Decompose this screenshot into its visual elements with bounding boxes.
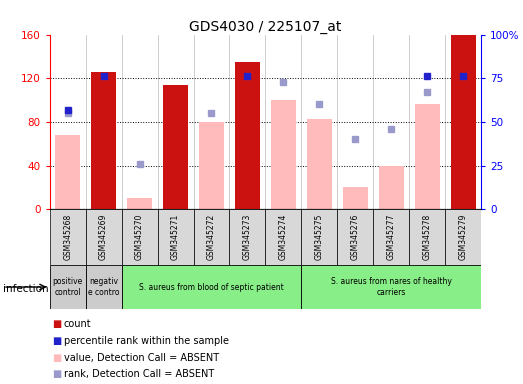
- Bar: [86, 265, 121, 309]
- Text: negativ
e contro: negativ e contro: [88, 277, 119, 297]
- Text: count: count: [64, 319, 92, 329]
- Text: ■: ■: [52, 353, 62, 362]
- Text: positive
control: positive control: [52, 277, 83, 297]
- Bar: [127, 199, 152, 209]
- Bar: [379, 166, 404, 209]
- Bar: [121, 209, 157, 265]
- Bar: [199, 122, 224, 209]
- Text: ■: ■: [52, 369, 62, 379]
- Text: GSM345272: GSM345272: [207, 214, 216, 260]
- Bar: [301, 209, 337, 265]
- Text: value, Detection Call = ABSENT: value, Detection Call = ABSENT: [64, 353, 219, 362]
- Text: ■: ■: [52, 336, 62, 346]
- Text: GSM345271: GSM345271: [171, 214, 180, 260]
- Bar: [445, 209, 481, 265]
- Bar: [121, 265, 301, 309]
- Title: GDS4030 / 225107_at: GDS4030 / 225107_at: [189, 20, 342, 33]
- Bar: [194, 209, 230, 265]
- Text: GSM345278: GSM345278: [423, 214, 431, 260]
- Bar: [235, 62, 260, 209]
- Bar: [230, 209, 266, 265]
- Bar: [163, 85, 188, 209]
- Text: rank, Detection Call = ABSENT: rank, Detection Call = ABSENT: [64, 369, 214, 379]
- Bar: [86, 209, 121, 265]
- Bar: [301, 265, 481, 309]
- Text: GSM345279: GSM345279: [459, 214, 468, 260]
- Bar: [91, 72, 116, 209]
- Bar: [50, 265, 86, 309]
- Bar: [415, 104, 440, 209]
- Text: percentile rank within the sample: percentile rank within the sample: [64, 336, 229, 346]
- Bar: [307, 119, 332, 209]
- Text: GSM345268: GSM345268: [63, 214, 72, 260]
- Text: GSM345274: GSM345274: [279, 214, 288, 260]
- Text: GSM345273: GSM345273: [243, 214, 252, 260]
- Bar: [50, 209, 86, 265]
- Bar: [157, 209, 194, 265]
- Text: ■: ■: [52, 319, 62, 329]
- Text: S. aureus from blood of septic patient: S. aureus from blood of septic patient: [139, 283, 284, 291]
- Text: infection: infection: [3, 284, 48, 294]
- Bar: [373, 209, 409, 265]
- Bar: [271, 100, 296, 209]
- Text: GSM345269: GSM345269: [99, 214, 108, 260]
- Bar: [409, 209, 445, 265]
- Text: GSM345276: GSM345276: [351, 214, 360, 260]
- Bar: [337, 209, 373, 265]
- Text: GSM345270: GSM345270: [135, 214, 144, 260]
- Bar: [343, 187, 368, 209]
- Text: GSM345277: GSM345277: [387, 214, 396, 260]
- Bar: [266, 209, 301, 265]
- Bar: [55, 135, 80, 209]
- Text: GSM345275: GSM345275: [315, 214, 324, 260]
- Text: S. aureus from nares of healthy
carriers: S. aureus from nares of healthy carriers: [331, 277, 452, 297]
- Bar: [451, 35, 476, 209]
